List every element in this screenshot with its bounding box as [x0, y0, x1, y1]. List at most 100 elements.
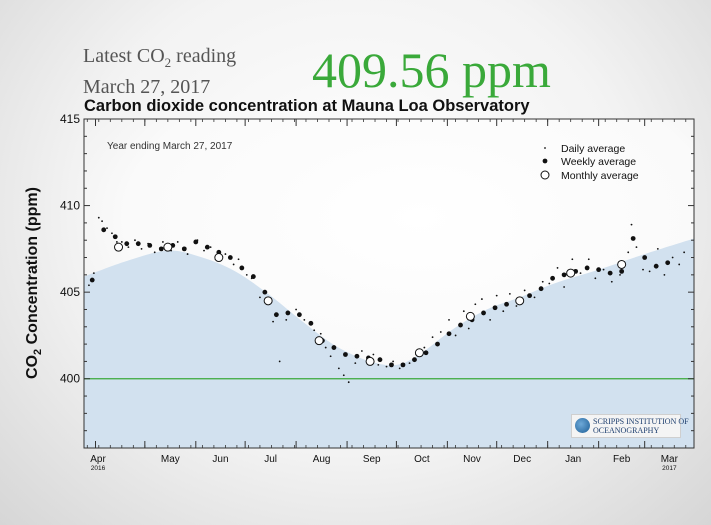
weekly-average-point: [147, 243, 153, 248]
daily-average-point: [683, 251, 686, 254]
x-tick-label: Mar: [661, 454, 679, 465]
weekly-average-point: [250, 274, 256, 279]
monthly-average-point: [214, 253, 224, 263]
monthly-average-point: [114, 242, 124, 252]
x-tick-label: Jan: [565, 454, 581, 465]
weekly-average-point: [124, 241, 130, 247]
weekly-average-point: [158, 246, 164, 252]
monthly-average-point: [263, 296, 273, 306]
daily-average-point: [594, 277, 597, 280]
weekly-average-point: [435, 341, 440, 347]
daily-average-point: [224, 253, 227, 255]
x-tick-label: Jun: [212, 454, 228, 465]
daily-average-point: [563, 286, 566, 288]
weekly-average-point: [607, 270, 613, 276]
daily-average-point: [259, 296, 261, 299]
daily-average-point: [295, 308, 298, 311]
daily-average-point: [278, 360, 281, 363]
daily-average-point: [515, 305, 518, 307]
monthly-average-point: [617, 259, 627, 269]
plot-frame: [83, 118, 695, 449]
daily-average-point: [237, 258, 240, 261]
weekly-average-point: [308, 320, 314, 326]
daily-average-point: [635, 246, 638, 249]
latest-reading-label: Latest CO2 reading March 27, 2017: [83, 45, 237, 98]
daily-average-point: [372, 353, 375, 356]
daily-average-point: [101, 220, 103, 223]
monthly-average-point: [465, 311, 475, 321]
weekly-average-point: [665, 260, 671, 266]
daily-average-point: [467, 327, 470, 330]
weekly-average-point: [112, 234, 118, 240]
y-tick-label: 405: [60, 285, 80, 299]
weekly-average-point: [538, 286, 544, 292]
daily-average-point: [354, 362, 357, 365]
x-tick-label: Dec: [513, 454, 531, 465]
weekly-average-point: [331, 345, 337, 350]
weekly-average-point: [458, 322, 463, 328]
weekly-average-point: [481, 310, 486, 316]
scripps-emblem-icon: [575, 418, 590, 433]
daily-average-point: [474, 303, 477, 306]
weekly-average-point: [101, 227, 107, 233]
weekly-average-point: [653, 263, 659, 269]
legend-entry: Weekly average: [561, 156, 636, 168]
chart-title: Carbon dioxide concentration at Mauna Lo…: [84, 97, 530, 115]
weekly-average-point: [642, 255, 648, 260]
daily-average-point: [533, 296, 536, 299]
legend-entry: Daily average: [561, 143, 625, 155]
x-tick-label: Jul: [264, 454, 277, 465]
weekly-average-point: [561, 272, 567, 278]
weekly-average-point: [423, 350, 429, 356]
daily-average-point: [556, 267, 559, 269]
daily-average-point: [245, 273, 248, 276]
daily-average-point: [186, 253, 189, 255]
daily-average-point: [360, 350, 363, 352]
daily-average-point: [462, 310, 465, 313]
daily-average-point: [385, 365, 388, 368]
weekly-average-point: [377, 357, 383, 363]
daily-average-point: [587, 258, 590, 261]
daily-average-point: [324, 346, 327, 349]
monthly-average-point: [515, 296, 525, 306]
daily-average-point: [480, 298, 483, 300]
weekly-average-point: [596, 267, 602, 273]
daily-average-point: [454, 334, 457, 337]
daily-average-point: [115, 241, 118, 243]
daily-average-point: [548, 282, 551, 285]
weekly-average-point: [412, 357, 417, 363]
y-tick-label: 415: [60, 112, 80, 126]
daily-average-point: [319, 332, 322, 335]
daily-average-point: [303, 318, 306, 321]
daily-average-point: [656, 247, 659, 250]
weekly-average-point: [89, 277, 95, 283]
y-tick-label: 400: [60, 372, 80, 386]
weekly-average-point: [181, 246, 187, 252]
daily-average-point: [579, 272, 582, 275]
weekly-average-point: [446, 331, 452, 337]
daily-average-point: [342, 374, 345, 377]
daily-average-point: [523, 289, 526, 292]
daily-average-point: [610, 280, 613, 283]
daily-average-point: [377, 363, 380, 366]
weekly-average-point: [527, 293, 532, 299]
daily-average-point: [140, 247, 143, 250]
daily-average-point: [272, 320, 274, 323]
weekly-average-point: [204, 244, 210, 250]
daily-average-point: [439, 331, 442, 333]
weekly-average-point: [504, 301, 509, 307]
weekly-average-point: [193, 239, 199, 245]
daily-average-point: [97, 216, 100, 219]
daily-average-point: [134, 239, 136, 242]
daily-average-point: [88, 284, 90, 287]
weekly-average-point: [400, 362, 406, 368]
daily-average-point: [678, 263, 681, 266]
x-tick-label: Sep: [363, 454, 381, 465]
weekly-average-point: [296, 312, 302, 318]
daily-average-point: [313, 329, 316, 332]
daily-average-point: [111, 232, 113, 235]
daily-average-point: [285, 318, 288, 321]
daily-average-point: [203, 249, 205, 252]
daily-average-point: [602, 268, 605, 271]
monthly-average-point: [566, 268, 576, 278]
